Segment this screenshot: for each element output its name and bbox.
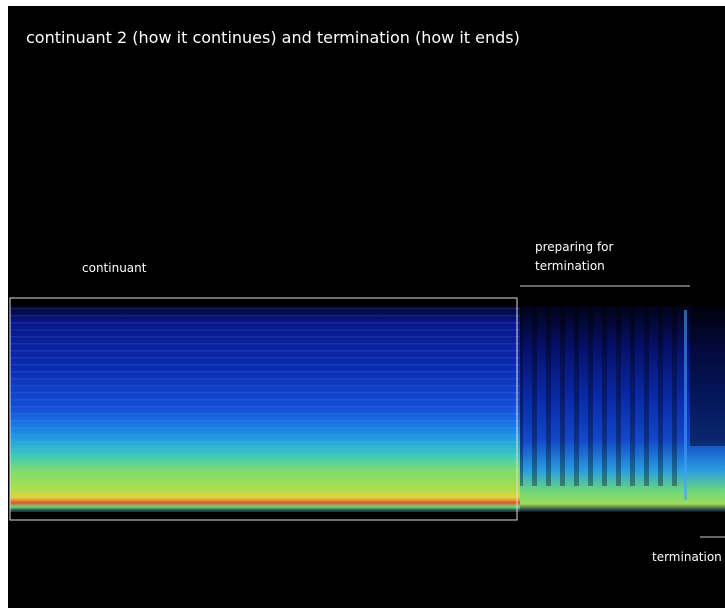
decay-region bbox=[690, 306, 725, 446]
spectrogram-stripes bbox=[520, 306, 685, 486]
title: continuant 2 (how it continues) and term… bbox=[26, 28, 520, 47]
spectrogram-texture bbox=[10, 306, 520, 512]
preparing-label: termination bbox=[535, 259, 605, 273]
continuant-box bbox=[9, 297, 518, 521]
onset-line bbox=[684, 310, 687, 500]
termination-label: termination bbox=[652, 550, 722, 564]
preparing-label: preparing for bbox=[535, 240, 614, 254]
continuant-label: continuant bbox=[82, 261, 147, 275]
